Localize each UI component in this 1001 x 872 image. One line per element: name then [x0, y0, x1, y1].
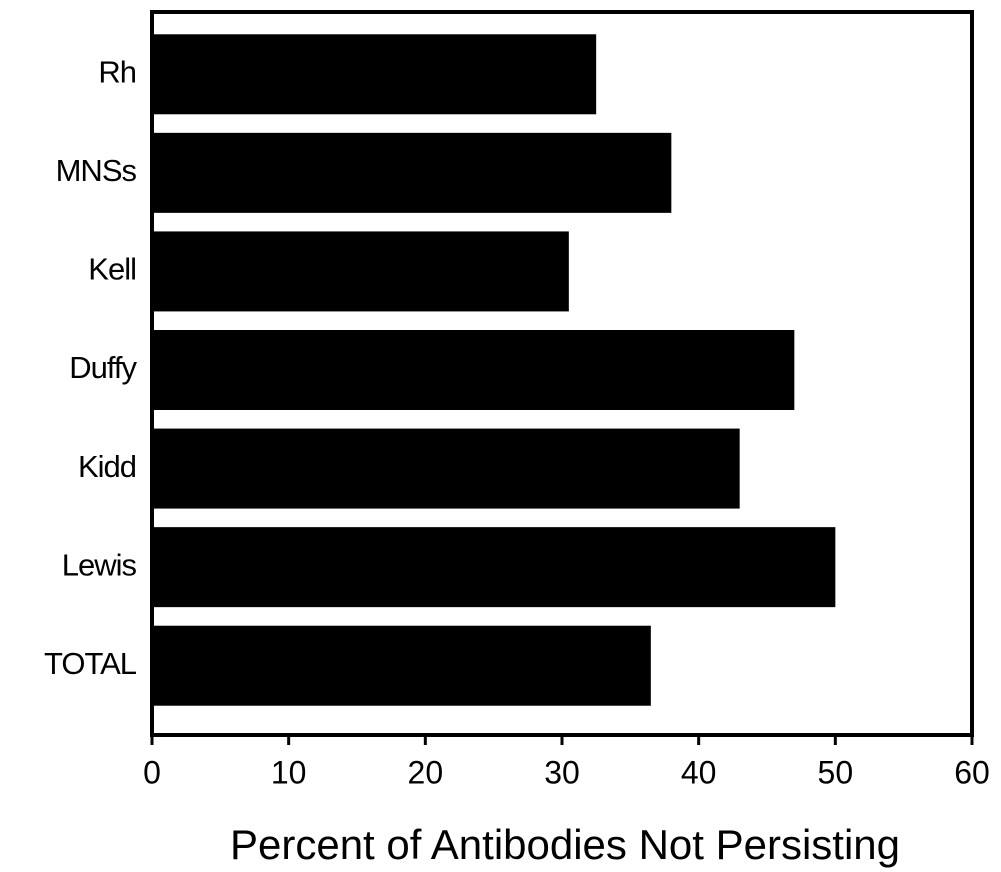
- bar: [152, 132, 672, 213]
- bar: [152, 625, 651, 706]
- y-tick-label: Kell: [88, 252, 136, 287]
- x-tick-label: 50: [818, 754, 854, 790]
- x-tick-label: 20: [408, 754, 444, 790]
- x-tick-label: 0: [143, 754, 161, 790]
- x-axis-label: Percent of Antibodies Not Persisting: [230, 821, 900, 868]
- bar: [152, 330, 795, 410]
- x-tick-label: 40: [681, 754, 717, 790]
- bar: [152, 231, 569, 312]
- bar: [152, 527, 836, 608]
- x-tick-label: 60: [954, 754, 990, 790]
- y-tick-label: TOTAL: [44, 646, 137, 681]
- y-tick-label: Rh: [98, 54, 136, 89]
- bar: [152, 34, 597, 115]
- y-tick-label: Lewis: [62, 547, 137, 582]
- y-tick-label: Duffy: [69, 350, 137, 385]
- x-tick-label: 30: [544, 754, 580, 790]
- y-tick-label: Kidd: [78, 449, 136, 484]
- x-tick-label: 10: [271, 754, 307, 790]
- bar: [152, 428, 740, 509]
- y-tick-label: MNSs: [56, 153, 137, 188]
